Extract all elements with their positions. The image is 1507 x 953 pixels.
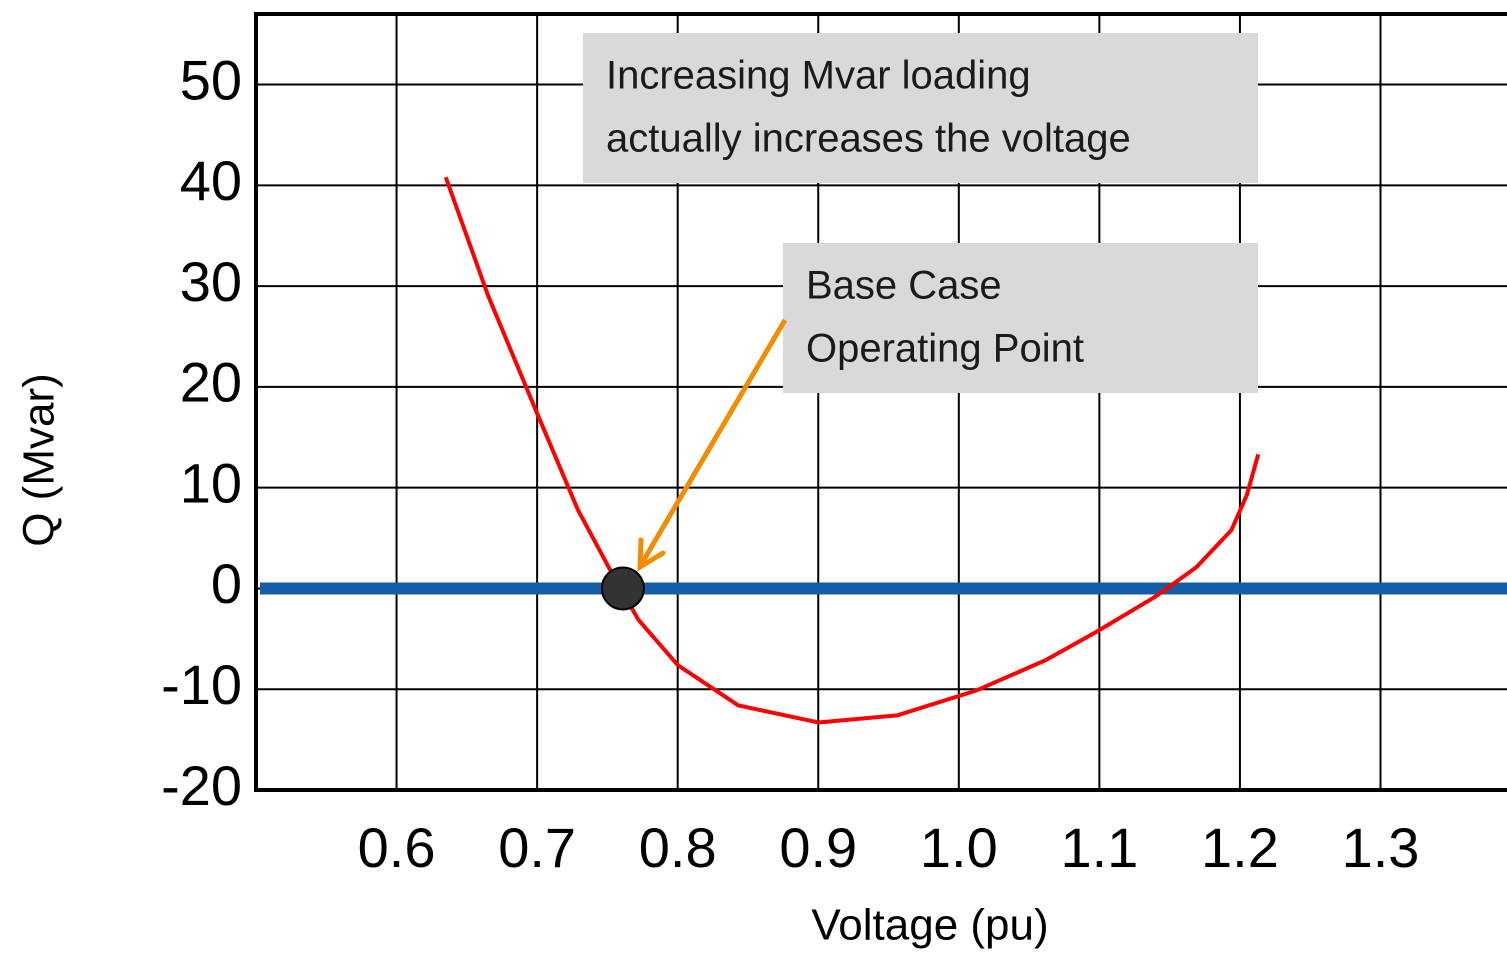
x-tick-label: 0.6: [358, 816, 436, 879]
axis-frame: [254, 12, 1507, 792]
annotation-text: Base Case: [806, 264, 1002, 308]
y-tick-label: 30: [180, 250, 242, 313]
arrow-shaft: [639, 318, 788, 565]
x-tick-label: 1.2: [1201, 816, 1279, 879]
y-tick-label: 0: [211, 552, 242, 615]
x-tick-label: 0.9: [779, 816, 857, 879]
y-tick-label: 10: [180, 451, 242, 514]
y-tick-label: -20: [161, 754, 242, 817]
annotation-box: [583, 33, 1258, 183]
data-line: [443, 176, 1261, 725]
y-tick-label: 50: [180, 48, 242, 111]
x-axis-label: Voltage (pu): [811, 901, 1048, 950]
x-tick-label: 1.1: [1060, 816, 1138, 879]
annotation-text: Operating Point: [806, 327, 1084, 371]
x-tick-label: 1.3: [1342, 816, 1420, 879]
x-tick-label: 0.7: [498, 816, 576, 879]
annotation-box: [783, 243, 1258, 393]
annotation-text: Increasing Mvar loading: [606, 54, 1031, 98]
y-tick-label: -10: [161, 653, 242, 716]
arrow-head: [637, 537, 666, 572]
annotation-text: actually increases the voltage: [606, 117, 1131, 161]
x-tick-label: 1.0: [920, 816, 998, 879]
operating-point: [600, 566, 645, 611]
y-axis-label: Q (Mvar): [15, 373, 64, 547]
x-tick-label: 0.8: [639, 816, 717, 879]
y-tick-label: 20: [180, 351, 242, 414]
y-tick-label: 40: [180, 149, 242, 212]
